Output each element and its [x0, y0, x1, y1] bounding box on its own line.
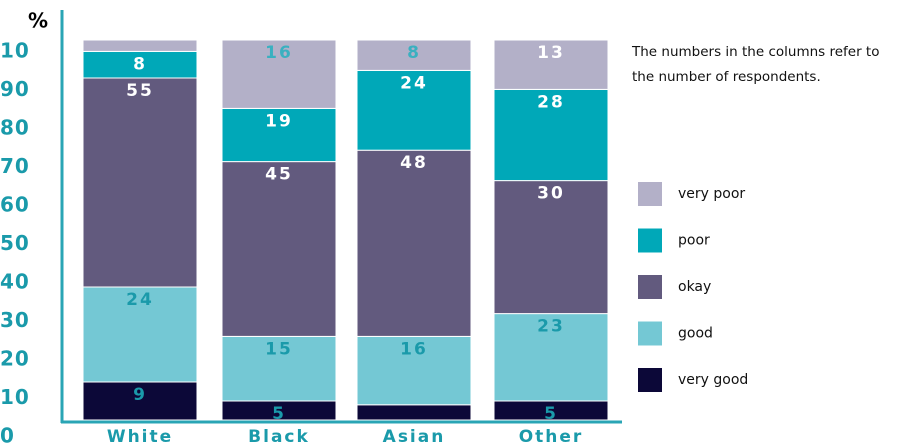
y-tick-label: 80 [0, 116, 30, 140]
x-tick-label: White [107, 427, 173, 447]
y-tick-label: 30 [0, 308, 30, 332]
data-label: 8 [133, 54, 147, 74]
data-label: 9 [133, 385, 147, 405]
data-label: 55 [126, 81, 154, 101]
y-tick-label: 20 [0, 347, 30, 371]
bar-segment [356, 69, 472, 151]
data-label: 45 [265, 165, 293, 185]
legend-swatch [638, 368, 662, 392]
x-tick-label: Other [519, 427, 584, 447]
legend-label: very poor [678, 186, 745, 202]
legend-swatch [638, 275, 662, 299]
legend-swatch [638, 182, 662, 206]
y-axis-label: % [28, 9, 48, 33]
data-label: 15 [265, 339, 293, 359]
bar-segment [82, 77, 198, 288]
bar-segment [493, 180, 609, 315]
data-label: 28 [537, 92, 565, 112]
y-tick-label: 10 [0, 385, 30, 409]
legend-label: good [678, 326, 713, 342]
bar-segment [82, 39, 198, 52]
y-tick-label: 90 [0, 77, 30, 101]
legend-label: okay [678, 279, 711, 295]
y-tick-label: 10 [0, 39, 30, 63]
data-label: 48 [400, 153, 428, 173]
note: The numbers in the columns refer to the n… [631, 44, 880, 85]
bar-segment [221, 161, 337, 337]
legend-label: poor [678, 233, 710, 249]
bar-segment [493, 39, 609, 90]
bar-segment [221, 39, 337, 109]
legend-swatch [638, 321, 662, 346]
data-label: 5 [272, 404, 286, 424]
legend-swatch [638, 228, 662, 253]
bar-segment [493, 313, 609, 402]
data-label: 16 [265, 43, 293, 63]
data-label: 24 [400, 73, 428, 93]
y-tick-label: 0 [0, 424, 15, 447]
data-label: 16 [400, 339, 428, 359]
data-label: 30 [537, 184, 565, 204]
bar-segment [356, 39, 472, 71]
bar-segment [493, 88, 609, 182]
data-label: 19 [265, 111, 293, 131]
data-label: 8 [407, 43, 421, 63]
data-label: 24 [126, 290, 154, 310]
y-tick-label: 70 [0, 154, 30, 178]
data-label: 5 [544, 404, 558, 424]
x-tick-label: Asian [383, 427, 446, 447]
bar-segment [356, 335, 472, 406]
data-label: 13 [537, 43, 565, 63]
bar-segment [82, 50, 198, 79]
legend-label: very good [678, 372, 748, 388]
bar-segment [356, 404, 472, 421]
bar-segment [356, 149, 472, 337]
y-tick-label: 50 [0, 231, 30, 255]
bar-segment [82, 381, 198, 421]
y-tick-label: 60 [0, 193, 30, 217]
data-label: 23 [537, 317, 565, 337]
y-tick-label: 40 [0, 270, 30, 294]
x-tick-label: Black [248, 427, 310, 447]
